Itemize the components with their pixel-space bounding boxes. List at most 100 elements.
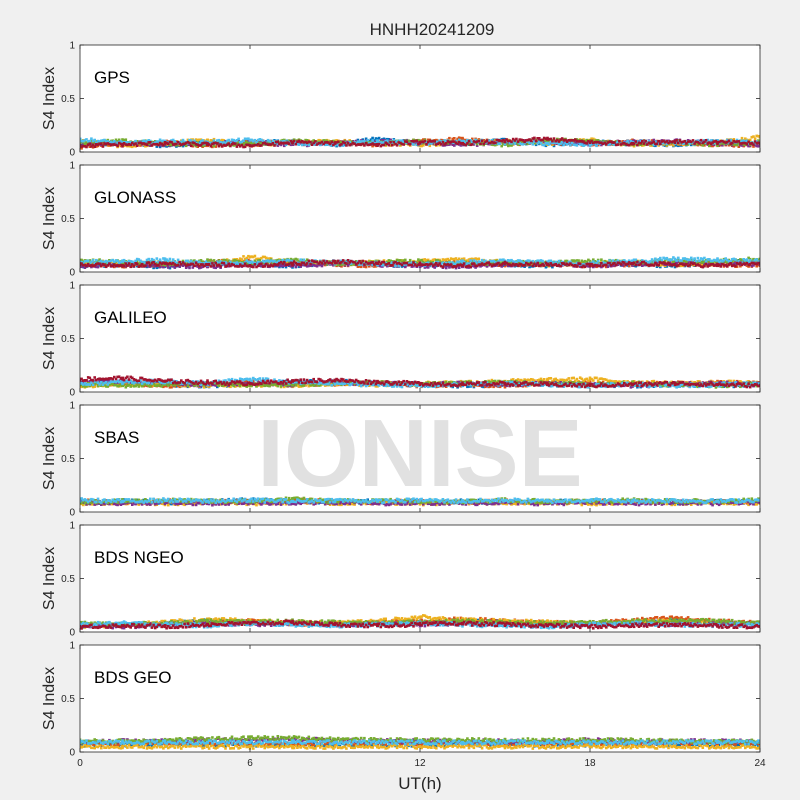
data-point [474,138,477,142]
data-point [575,139,579,143]
data-point [451,258,454,261]
data-point [680,141,683,144]
data-point [739,264,742,268]
data-point [153,265,157,268]
data-point [547,138,551,141]
data-point [533,141,536,145]
data-point [211,263,214,267]
data-point [750,135,754,139]
data-point [659,140,662,144]
data-point [325,262,329,266]
data-point [428,144,432,148]
data-point [374,140,378,143]
data-point [207,260,211,263]
data-point [363,142,366,146]
y-tick-label: 0 [69,148,75,159]
data-point [337,140,340,143]
data-point [693,142,696,145]
data-point [379,144,383,148]
data-point [449,265,453,268]
data-point [188,141,191,145]
data-point [80,143,83,147]
data-point [111,143,114,146]
data-point [711,144,714,148]
data-point [256,138,260,142]
data-point [438,141,441,144]
data-point [657,139,660,143]
data-point [467,142,471,146]
data-point [662,141,665,145]
data-point [757,145,760,148]
data-point [202,144,206,147]
data-point [335,144,338,148]
data-point [456,142,459,146]
data-point [560,137,564,140]
data-point [575,138,579,141]
data-point [654,140,657,143]
data-point [358,265,361,268]
data-point [423,266,427,269]
data-point [404,140,407,143]
data-point [480,139,484,142]
data-point [714,141,718,145]
data-point [529,139,533,143]
data-point [369,143,373,146]
data-point [642,263,646,266]
data-point [315,263,319,266]
data-point [520,138,523,142]
data-point [119,262,123,266]
data-point [657,260,660,263]
data-point [80,139,83,143]
data-point [248,255,252,259]
data-point [559,142,562,145]
data-point [145,263,149,266]
data-point [542,138,546,142]
data-point [91,143,95,147]
data-point [448,259,451,262]
data-point [456,140,459,143]
data-point [457,138,461,142]
data-point [196,141,199,144]
data-point [289,143,293,147]
data-point [253,140,257,143]
data-point [405,140,409,144]
data-point [680,264,683,268]
data-point [641,144,644,147]
data-point [426,258,430,262]
data-point [675,261,678,264]
data-point [592,139,595,142]
data-point [482,139,485,142]
data-point [328,140,332,143]
data-point [155,266,159,270]
data-point [240,141,244,145]
data-point [100,140,103,144]
data-point [492,138,495,142]
data-point [634,140,638,143]
data-point [258,259,262,262]
data-point [683,139,687,143]
data-point [211,260,214,263]
data-point [181,142,185,146]
data-point [307,143,311,147]
data-point [377,264,381,267]
data-point [744,140,747,143]
data-point [467,258,471,261]
data-point [655,265,659,268]
data-point [181,259,185,263]
data-point [564,141,567,145]
data-point [346,264,350,267]
data-point [83,261,87,265]
data-point [160,139,163,143]
data-point [695,140,698,144]
data-point [283,258,286,262]
data-point [371,139,374,142]
data-point [227,138,230,142]
data-point [511,264,515,267]
data-point [413,139,417,143]
data-point [113,261,116,265]
data-point [129,145,132,148]
data-point [557,138,561,141]
data-point [248,144,252,148]
data-point [175,144,178,147]
